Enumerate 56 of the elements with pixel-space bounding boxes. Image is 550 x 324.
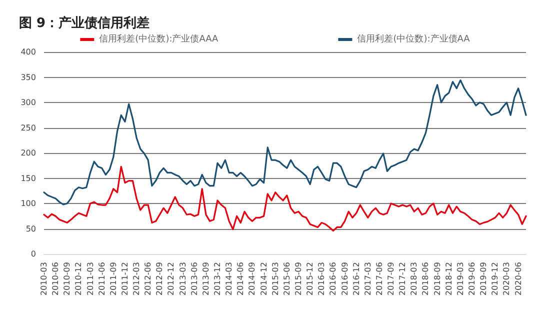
line-series [43,166,527,232]
x-tick-label: 2014-09 [248,262,257,296]
y-tick-label: 100 [20,199,36,208]
y-tick-label: 200 [20,148,36,158]
x-tick-label: 2019-12 [490,262,500,296]
x-tick-label: 2012-06 [144,262,153,296]
x-tick-label: 2014-12 [259,262,268,296]
x-tick-label: 2020-03 [502,262,512,296]
x-tick-label: 2019-09 [479,262,488,296]
x-tick-label: 2013-06 [190,262,199,296]
y-tick-label: 300 [20,98,36,107]
x-tick-label: 2011-09 [108,262,118,296]
x-tick-label: 2018-09 [432,262,442,296]
x-tick-label: 2017-12 [398,262,408,296]
x-tick-label: 2011-06 [97,262,106,296]
x-tick-label: 2014-06 [236,262,246,296]
x-tick-label: 2011-12 [120,262,130,296]
x-tick-label: 2012-03 [132,262,142,296]
x-tick-label: 2015-06 [282,262,292,296]
x-tick-label: 2010-03 [40,262,48,296]
y-tick-label: 0 [30,250,36,258]
x-tick-label: 2019-06 [468,262,477,296]
x-tick-label: 2016-12 [352,262,361,296]
x-tick-label: 2017-09 [386,262,396,296]
x-tick-label: 2013-12 [213,262,222,296]
x-tick-label: 2015-09 [294,262,303,296]
x-tick-label: 2010-09 [62,262,72,296]
x-tick-label: 2015-12 [306,262,315,296]
x-tick-label: 2017-03 [363,262,372,296]
x-tick-label: 2019-03 [456,262,465,296]
x-tick-label: 2018-06 [421,262,430,296]
line-series [43,79,527,206]
legend-label: 信用利差(中位数):产业债AA [357,34,471,44]
y-tick-label: 400 [20,48,36,56]
chart-title: 图 9：产业债信用利差 [19,15,150,31]
x-tick-label: 2013-09 [201,262,210,296]
x-tick-label: 2013-03 [178,262,188,296]
x-tick-label: 2015-03 [270,262,280,296]
x-tick-label: 2011-03 [86,262,95,296]
y-tick-label: 350 [20,72,36,82]
x-tick-label: 2020-06 [514,262,523,296]
x-tick-label: 2018-03 [410,262,419,296]
x-tick-label: 2012-12 [166,262,176,296]
legend-label: 信用利差(中位数):产业债AAA [99,34,220,44]
y-tick-label: 250 [20,123,36,132]
x-tick-label: 2010-12 [74,262,84,296]
x-tick-label: 2017-06 [374,262,384,296]
x-tick-label: 2014-03 [224,262,234,296]
x-tick-label: 2016-09 [340,262,350,296]
y-tick-label: 50 [26,224,36,234]
y-tick-label: 150 [20,174,36,183]
x-tick-label: 2018-12 [444,262,454,296]
x-tick-label: 2016-06 [328,262,338,296]
x-tick-label: 2012-09 [155,262,164,296]
x-tick-label: 2016-03 [317,262,326,296]
x-tick-label: 2010-06 [51,262,60,296]
